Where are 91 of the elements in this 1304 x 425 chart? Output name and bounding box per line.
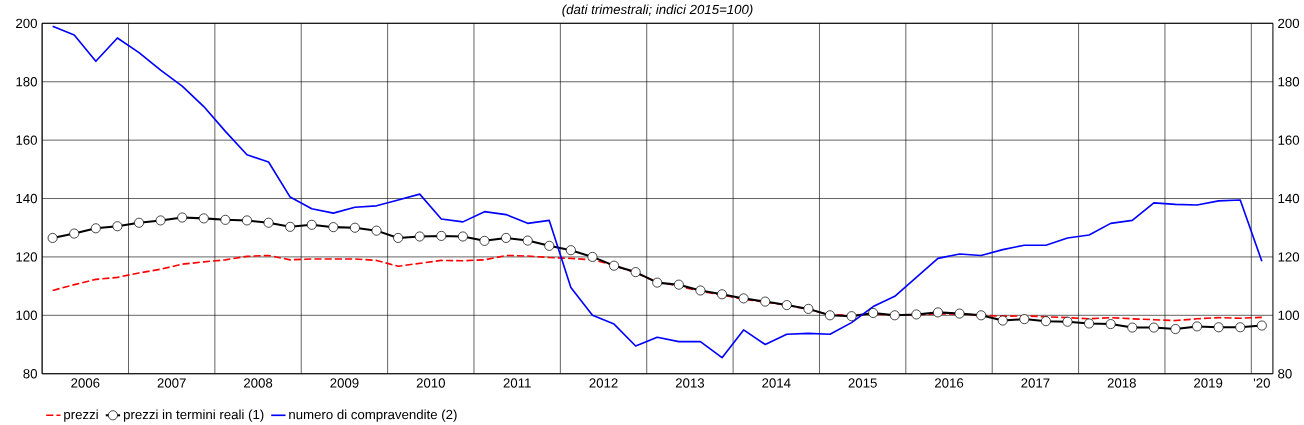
point	[414, 231, 425, 242]
point	[177, 212, 188, 223]
y2-tick-label: 100	[1278, 310, 1300, 320]
x-tick-label: 2013	[675, 378, 705, 388]
y2-tick-label: 160	[1278, 135, 1300, 145]
x-tick-label: 2006	[71, 378, 100, 388]
point	[846, 311, 857, 322]
point	[652, 277, 663, 288]
point	[1148, 322, 1159, 333]
point	[1019, 314, 1030, 324]
point	[695, 285, 706, 296]
point	[47, 232, 58, 243]
point	[565, 245, 576, 256]
point	[889, 310, 900, 321]
point	[781, 300, 792, 310]
point	[1062, 316, 1073, 327]
chart-subtitle: (dati trimestrali; indici 2015=100)	[562, 4, 753, 17]
point	[1105, 319, 1116, 329]
point	[1235, 322, 1246, 333]
line-series	[51, 25, 1263, 359]
y2-tick-label: 120	[1278, 252, 1300, 262]
point	[738, 293, 749, 304]
point	[349, 222, 360, 233]
point	[760, 296, 771, 307]
point	[522, 235, 533, 246]
y-tick-label: 120	[16, 252, 37, 262]
x-tick-label: '20	[1253, 378, 1270, 388]
point	[155, 215, 166, 226]
point	[544, 240, 555, 251]
point	[263, 217, 274, 228]
y-tick-label: 200	[16, 18, 37, 28]
x-tick-label: 2009	[330, 378, 359, 388]
point	[112, 221, 123, 232]
point	[976, 310, 987, 321]
point	[134, 217, 144, 228]
x-tick-label: 2016	[934, 378, 964, 388]
point	[997, 315, 1008, 326]
point	[242, 215, 252, 226]
legend-label: prezzi	[64, 409, 98, 422]
point	[1170, 324, 1181, 334]
point	[1084, 318, 1095, 329]
x-tick-label: 2007	[157, 378, 186, 388]
point	[198, 213, 209, 224]
point	[868, 307, 879, 318]
y-tick-label: 100	[16, 310, 37, 320]
point	[393, 232, 404, 243]
point	[1256, 320, 1267, 331]
point	[328, 222, 339, 233]
point	[306, 219, 317, 230]
y2-tick-label: 80	[1278, 368, 1292, 379]
y2-tick-label: 180	[1278, 77, 1300, 87]
legend-label: numero di compravendite (2)	[289, 409, 457, 422]
point	[911, 309, 922, 320]
point	[501, 232, 512, 243]
point	[717, 289, 727, 300]
x-tick-label: 2010	[416, 378, 445, 388]
point	[371, 225, 382, 236]
x-tick-label: 2019	[1194, 378, 1223, 388]
point	[1192, 321, 1203, 332]
x-tick-label: 2015	[848, 378, 877, 388]
x-tick-label: 2018	[1107, 378, 1136, 388]
y2-tick-label: 140	[1278, 193, 1300, 204]
point	[457, 231, 468, 242]
point	[609, 260, 620, 271]
point	[803, 303, 814, 314]
point	[436, 230, 447, 241]
point	[825, 310, 835, 321]
y-tick-label: 160	[16, 135, 37, 145]
point	[69, 228, 80, 239]
point	[630, 267, 641, 277]
point	[285, 221, 296, 232]
x-tick-label: 2008	[244, 378, 273, 388]
y2-tick-label: 200	[1278, 18, 1300, 28]
y-tick-label: 140	[16, 193, 37, 204]
point	[1127, 322, 1138, 333]
point	[220, 214, 231, 225]
x-tick-label: 2012	[589, 378, 618, 388]
legend-label: prezzi in termini reali (1)	[123, 409, 264, 422]
point	[90, 223, 101, 234]
y-tick-label: 80	[23, 368, 37, 379]
point	[587, 251, 598, 262]
x-tick-label: 2011	[503, 378, 531, 388]
point	[1213, 322, 1224, 333]
point	[954, 308, 965, 319]
point	[673, 279, 684, 290]
point	[479, 235, 490, 246]
x-tick-label: 2017	[1021, 378, 1050, 388]
y-tick-label: 180	[16, 77, 37, 87]
x-tick-label: 2014	[762, 378, 791, 388]
point	[1040, 316, 1051, 327]
point	[932, 307, 943, 318]
